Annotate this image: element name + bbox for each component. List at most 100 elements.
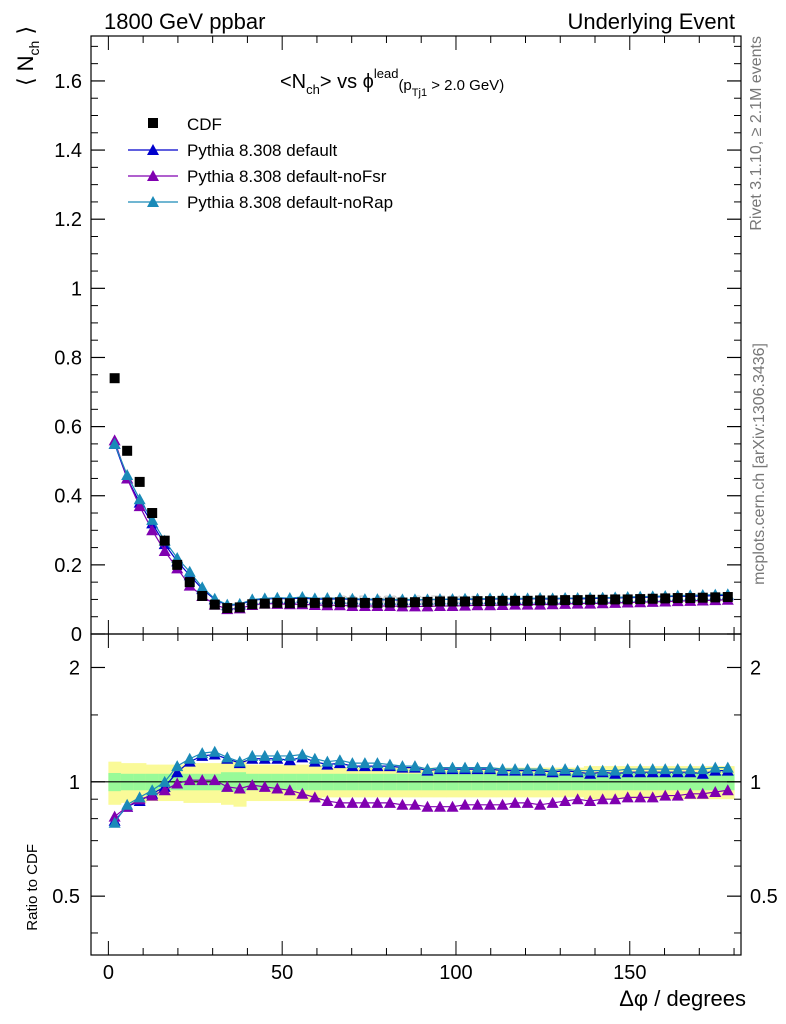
ratio-frame: [90, 633, 742, 956]
ratio-data-point: [171, 766, 184, 778]
ratio-data-point: [183, 752, 196, 764]
x-tick-label: 50: [271, 962, 293, 984]
ratio-data-point: [158, 784, 171, 796]
ratio-data-point: [158, 775, 171, 787]
data-point: [196, 581, 209, 593]
data-point: [146, 513, 159, 525]
ratio-data-point: [233, 782, 246, 794]
series-line: [114, 443, 728, 606]
data-point-cdf: [297, 597, 308, 608]
ratio-y-tick-label: 2: [69, 657, 80, 679]
data-point-cdf: [334, 597, 345, 608]
legend-entry-norap: Pythia 8.308 default-noRap: [128, 193, 393, 212]
series-3: [108, 437, 734, 610]
data-point-cdf: [247, 599, 258, 610]
data-point-cdf: [672, 593, 683, 604]
ratio-data-point: [621, 763, 634, 775]
legend-entry-nofsr: Pythia 8.308 default-noFsr: [128, 167, 387, 186]
mcplots-label: mcplots.cern.ch [arXiv:1306.3436]: [751, 343, 768, 585]
ratio-data-point: [621, 791, 634, 803]
ratio-data-point: [521, 796, 534, 808]
data-point-cdf: [209, 599, 220, 610]
ratio-data-point: [383, 758, 396, 770]
ratio-data-point: [659, 789, 672, 801]
series-line: [114, 440, 728, 610]
main-panel: CDF_2001_S4751469 00.20.40.60.811.21.41.…: [13, 26, 742, 646]
data-point-cdf: [372, 597, 383, 608]
ratio-data-point: [258, 749, 271, 761]
ratio-y-tick-label: 1: [69, 772, 80, 794]
ratio-data-point: [183, 774, 196, 786]
legend-label-default: Pythia 8.308 default: [187, 141, 338, 160]
main-y-tick-label: 1: [71, 278, 82, 300]
data-point-cdf: [259, 598, 270, 609]
ratio-data-point: [609, 764, 622, 776]
ratio-data-point: [371, 757, 384, 769]
ratio-data-point: [521, 763, 534, 775]
data-point-cdf: [384, 597, 395, 608]
ratio-data-point: [584, 764, 597, 776]
ratio-data-point: [484, 798, 497, 810]
ratio-data-point: [459, 761, 472, 773]
main-y-tick-label: 0.2: [54, 555, 82, 577]
ratio-data-point: [671, 789, 684, 801]
data-point-cdf: [697, 592, 708, 603]
ratio-data-point: [208, 774, 221, 786]
legend-marker-norap: [147, 196, 159, 207]
ratio-data-point: [371, 796, 384, 808]
data-point-cdf: [434, 596, 445, 607]
legend-marker-cdf: [148, 118, 158, 128]
data-point-cdf: [510, 595, 521, 606]
ratio-data-point: [684, 763, 697, 775]
ratio-data-point: [459, 798, 472, 810]
x-tick-label: 100: [439, 962, 472, 984]
ratio-data-point: [571, 764, 584, 776]
ratio-data-point: [671, 763, 684, 775]
ratio-data-point: [408, 760, 421, 772]
data-point-cdf: [610, 594, 621, 605]
ratio-data-point: [609, 793, 622, 805]
main-y-tick-label: 0.6: [54, 417, 82, 439]
ratio-series-2: [108, 745, 734, 828]
data-point-cdf: [284, 598, 295, 609]
ratio-data-point: [546, 796, 559, 808]
ratio-data-point: [358, 757, 371, 769]
ratio-y-label: Ratio to CDF: [24, 844, 41, 931]
ratio-data-point: [634, 791, 647, 803]
main-y-tick-label: 1.2: [54, 209, 82, 231]
data-point-cdf: [660, 593, 671, 604]
ratio-y-tick-label: 0.5: [52, 886, 80, 908]
data-point-cdf: [622, 594, 633, 605]
ratio-data-point: [496, 763, 509, 775]
legend-marker-nofsr: [147, 170, 159, 181]
data-point-cdf: [222, 603, 233, 614]
x-tick-label: 150: [613, 962, 646, 984]
data-point-cdf: [472, 596, 483, 607]
ratio-y-tick-label-right: 0.5: [750, 886, 778, 908]
ratio-data-point: [421, 763, 434, 775]
ratio-data-point: [509, 763, 522, 775]
data-point-cdf: [447, 596, 458, 607]
data-point-cdf: [134, 476, 145, 487]
ratio-y-tick-label-right: 2: [750, 657, 761, 679]
legend-label-cdf: CDF: [187, 115, 222, 134]
ratio-data-point: [634, 763, 647, 775]
legend-entry-cdf: CDF: [148, 115, 222, 134]
main-y-tick-label: 0: [71, 624, 82, 646]
data-point-cdf: [535, 595, 546, 606]
ratio-data-point: [534, 763, 547, 775]
ratio-data-point: [296, 748, 309, 760]
main-y-ticks: 0 0.2 0.4 0.6 0.8 1 1.2 1.4 1.6: [54, 45, 741, 646]
main-y-label: ⟨ Nch ⟩: [13, 26, 42, 86]
data-point-cdf: [347, 597, 358, 608]
ratio-data-point: [546, 764, 559, 776]
data-point-cdf: [710, 592, 721, 603]
ratio-data-point: [171, 760, 184, 772]
ratio-data-point: [596, 793, 609, 805]
data-point-cdf: [409, 597, 420, 608]
data-point-cdf: [159, 535, 170, 546]
ratio-y-ticks: 0.5 0.5 1 1 2 2: [52, 657, 778, 934]
ratio-data-point: [709, 761, 722, 773]
